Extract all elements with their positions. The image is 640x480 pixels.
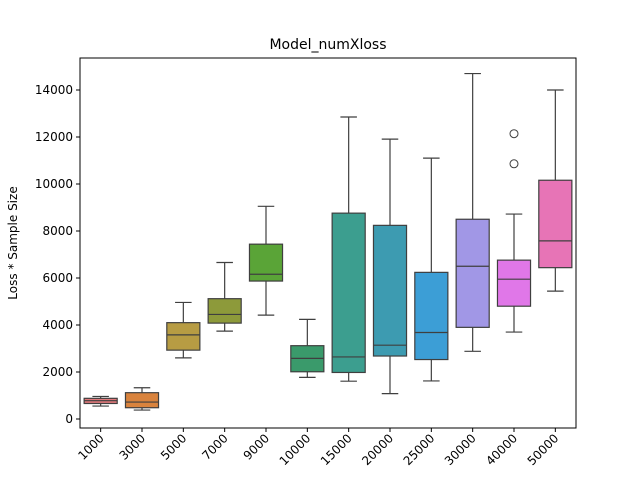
y-axis-label: Loss * Sample Size	[6, 186, 20, 299]
box	[124, 392, 160, 409]
outlier-point	[509, 159, 519, 169]
box	[166, 322, 201, 351]
box	[248, 243, 284, 282]
y-tick-label: 12000	[35, 130, 73, 144]
y-tick-label: 6000	[42, 271, 73, 285]
box	[455, 218, 490, 328]
chart-title: Model_numXloss	[269, 37, 386, 53]
y-tick-label: 14000	[35, 83, 73, 97]
y-tick-label: 2000	[42, 365, 73, 379]
box	[496, 259, 532, 307]
y-tick-label: 4000	[42, 318, 73, 332]
box	[538, 179, 573, 269]
box	[372, 224, 408, 357]
outlier-point	[509, 129, 519, 139]
y-tick-label: 10000	[35, 177, 73, 191]
box	[331, 212, 366, 374]
box	[414, 271, 449, 361]
box	[207, 298, 242, 324]
y-tick-label: 8000	[42, 224, 73, 238]
y-tick-label: 0	[65, 412, 73, 426]
plot-frame	[79, 57, 577, 429]
